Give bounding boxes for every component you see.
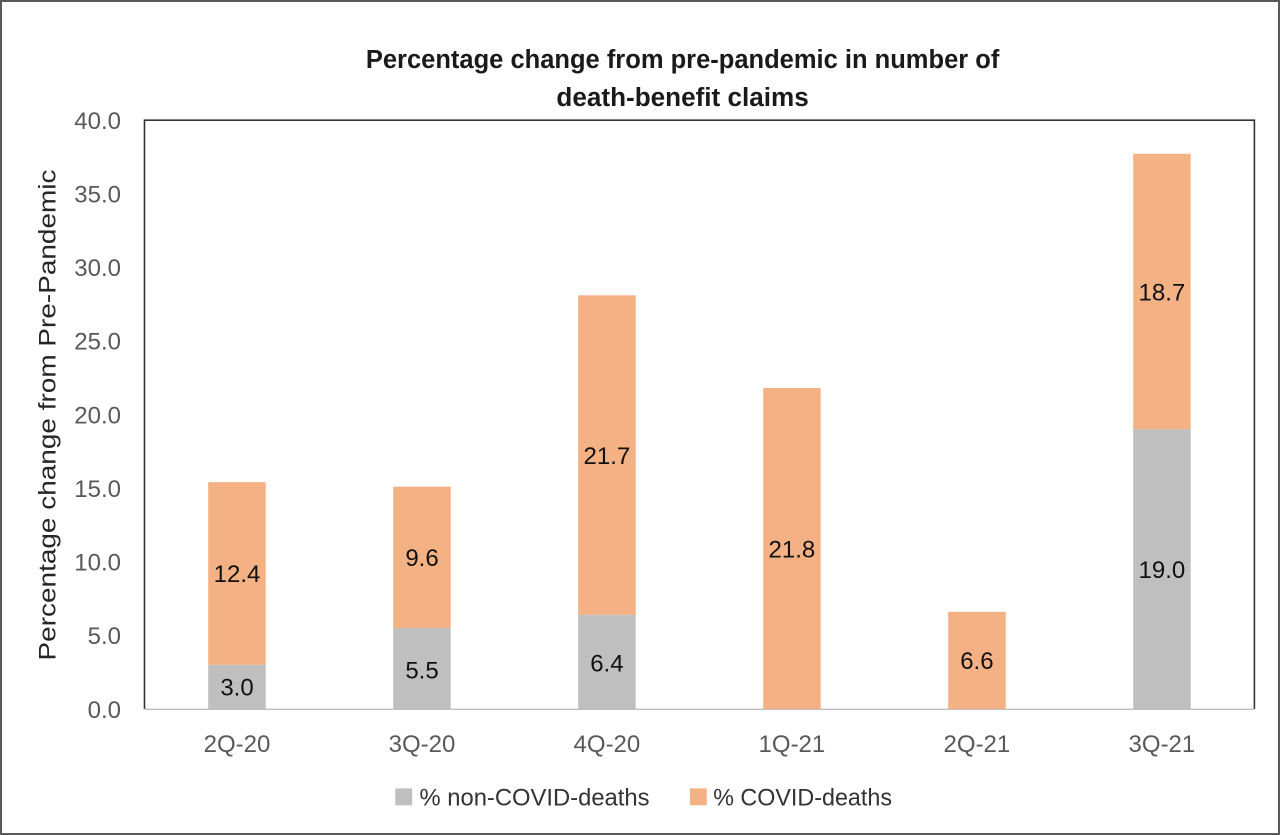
svg-text:30.0: 30.0 [74, 255, 121, 282]
svg-text:Percentage change from Pre-Pan: Percentage change from Pre-Pandemic [35, 169, 62, 660]
svg-text:2Q-21: 2Q-21 [944, 731, 1011, 758]
svg-text:15.0: 15.0 [74, 476, 121, 503]
svg-text:35.0: 35.0 [74, 181, 121, 208]
svg-text:4Q-20: 4Q-20 [574, 731, 641, 758]
svg-text:death-benefit claims: death-benefit claims [556, 84, 808, 112]
svg-text:2Q-20: 2Q-20 [204, 731, 271, 758]
svg-text:6.4: 6.4 [590, 651, 623, 678]
svg-text:12.4: 12.4 [214, 561, 261, 588]
svg-text:% COVID-deaths: % COVID-deaths [713, 784, 892, 811]
svg-text:25.0: 25.0 [74, 329, 121, 356]
svg-text:% non-COVID-deaths: % non-COVID-deaths [420, 784, 650, 811]
svg-text:3Q-21: 3Q-21 [1129, 731, 1196, 758]
svg-text:6.6: 6.6 [960, 648, 993, 675]
svg-text:Percentage change from pre-pan: Percentage change from pre-pandemic in n… [366, 46, 1000, 74]
svg-text:19.0: 19.0 [1139, 557, 1186, 584]
svg-text:18.7: 18.7 [1139, 279, 1186, 306]
svg-text:40.0: 40.0 [74, 108, 121, 135]
svg-text:21.7: 21.7 [584, 443, 631, 470]
svg-text:5.5: 5.5 [405, 658, 438, 685]
svg-text:20.0: 20.0 [74, 402, 121, 429]
svg-text:5.0: 5.0 [88, 623, 121, 650]
svg-text:3.0: 3.0 [220, 675, 253, 702]
svg-text:3Q-20: 3Q-20 [389, 731, 456, 758]
svg-text:10.0: 10.0 [74, 550, 121, 577]
svg-text:0.0: 0.0 [88, 697, 121, 724]
svg-text:9.6: 9.6 [405, 545, 438, 572]
svg-text:21.8: 21.8 [769, 536, 816, 563]
svg-text:1Q-21: 1Q-21 [759, 731, 826, 758]
